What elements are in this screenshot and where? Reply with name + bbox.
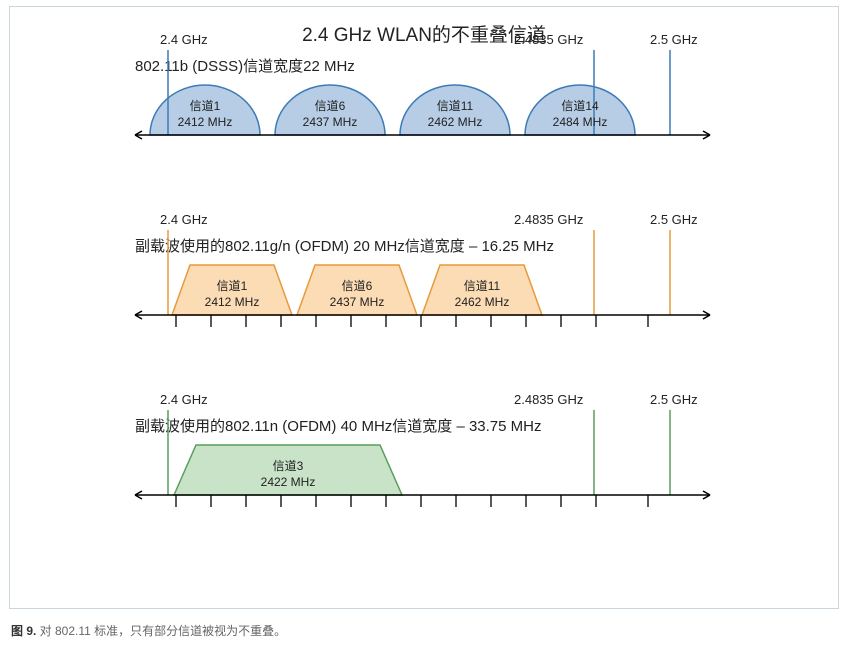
freq-label: 2.5 GHz (650, 212, 698, 227)
channel-name: 信道1 (145, 99, 265, 115)
channel-freq: 2437 MHz (297, 295, 417, 311)
channel-label: 信道62437 MHz (297, 279, 417, 310)
row-diagram (0, 415, 851, 615)
channel-freq: 2422 MHz (228, 475, 348, 491)
channel-freq: 2484 MHz (520, 115, 640, 131)
channel-name: 信道11 (422, 279, 542, 295)
freq-label: 2.5 GHz (650, 32, 698, 47)
figure-caption: 图 9. 对 802.11 标准，只有部分信道被视为不重叠。 (11, 622, 286, 639)
freq-label: 2.4835 GHz (514, 32, 583, 47)
figure-title: 2.4 GHz WLAN的不重叠信道 (9, 20, 839, 47)
channel-label: 信道12412 MHz (145, 99, 265, 130)
channel-name: 信道11 (395, 99, 515, 115)
channel-name: 信道1 (172, 279, 292, 295)
caption-prefix: 图 9. (11, 624, 36, 638)
channel-label: 信道142484 MHz (520, 99, 640, 130)
channel-label: 信道12412 MHz (172, 279, 292, 310)
channel-name: 信道3 (228, 459, 348, 475)
freq-label: 2.5 GHz (650, 392, 698, 407)
row-diagram (0, 55, 851, 255)
channel-freq: 2437 MHz (270, 115, 390, 131)
row-diagram (0, 235, 851, 435)
caption-text: 对 802.11 标准，只有部分信道被视为不重叠。 (36, 624, 286, 638)
channel-name: 信道14 (520, 99, 640, 115)
freq-label: 2.4835 GHz (514, 212, 583, 227)
freq-label: 2.4 GHz (160, 212, 208, 227)
channel-label: 信道112462 MHz (395, 99, 515, 130)
channel-freq: 2412 MHz (145, 115, 265, 131)
channel-label: 信道112462 MHz (422, 279, 542, 310)
channel-label: 信道32422 MHz (228, 459, 348, 490)
channel-name: 信道6 (297, 279, 417, 295)
channel-freq: 2412 MHz (172, 295, 292, 311)
freq-label: 2.4835 GHz (514, 392, 583, 407)
channel-freq: 2462 MHz (422, 295, 542, 311)
channel-label: 信道62437 MHz (270, 99, 390, 130)
freq-label: 2.4 GHz (160, 32, 208, 47)
channel-freq: 2462 MHz (395, 115, 515, 131)
channel-name: 信道6 (270, 99, 390, 115)
freq-label: 2.4 GHz (160, 392, 208, 407)
